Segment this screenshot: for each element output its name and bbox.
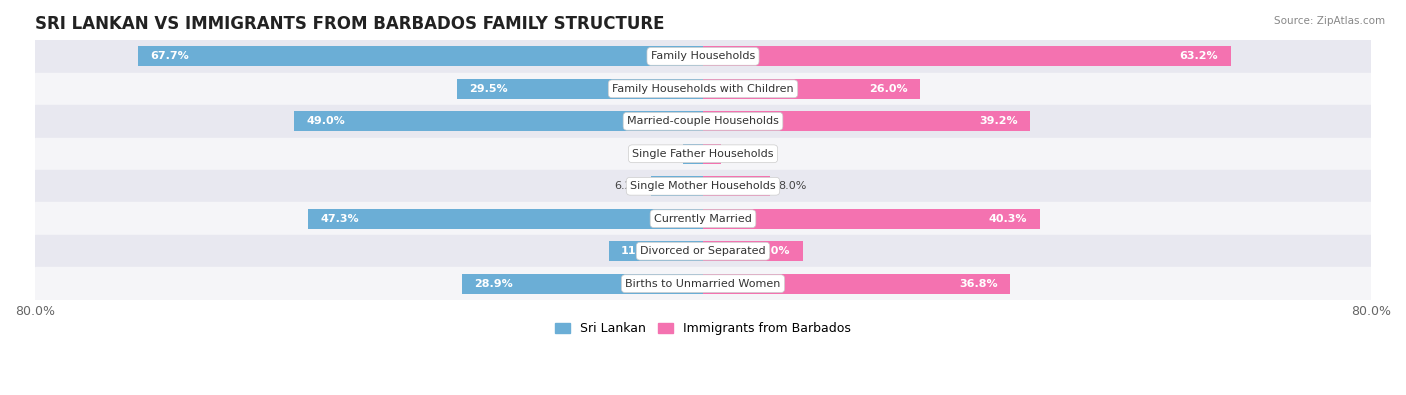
Text: 2.2%: 2.2% [730, 149, 758, 159]
Bar [461, 274, 703, 294]
Text: 36.8%: 36.8% [959, 278, 998, 289]
Text: Births to Unmarried Women: Births to Unmarried Women [626, 278, 780, 289]
Legend: Sri Lankan, Immigrants from Barbados: Sri Lankan, Immigrants from Barbados [550, 318, 856, 340]
Text: 49.0%: 49.0% [307, 116, 344, 126]
Bar [703, 111, 1031, 132]
Text: 67.7%: 67.7% [150, 51, 188, 61]
Text: 29.5%: 29.5% [470, 84, 508, 94]
Text: 40.3%: 40.3% [988, 214, 1026, 224]
Bar [703, 144, 721, 164]
Text: 28.9%: 28.9% [474, 278, 513, 289]
Bar [651, 176, 703, 196]
Text: Single Father Households: Single Father Households [633, 149, 773, 159]
Text: 47.3%: 47.3% [321, 214, 359, 224]
Text: Divorced or Separated: Divorced or Separated [640, 246, 766, 256]
Bar [703, 274, 1011, 294]
Bar [609, 241, 703, 261]
Text: Married-couple Households: Married-couple Households [627, 116, 779, 126]
Text: 8.0%: 8.0% [778, 181, 807, 191]
Text: SRI LANKAN VS IMMIGRANTS FROM BARBADOS FAMILY STRUCTURE: SRI LANKAN VS IMMIGRANTS FROM BARBADOS F… [35, 15, 665, 33]
Bar [35, 235, 1371, 267]
Bar [138, 46, 703, 66]
Text: Family Households: Family Households [651, 51, 755, 61]
Bar [703, 209, 1039, 229]
Bar [35, 203, 1371, 235]
Bar [703, 176, 770, 196]
Bar [35, 105, 1371, 137]
Bar [703, 79, 920, 99]
Text: 11.3%: 11.3% [621, 246, 659, 256]
Bar [35, 267, 1371, 300]
Text: 63.2%: 63.2% [1180, 51, 1218, 61]
Bar [308, 209, 703, 229]
Bar [457, 79, 703, 99]
Text: 2.4%: 2.4% [647, 149, 675, 159]
Text: 26.0%: 26.0% [869, 84, 908, 94]
Bar [294, 111, 703, 132]
Bar [703, 46, 1230, 66]
Bar [683, 144, 703, 164]
Text: Source: ZipAtlas.com: Source: ZipAtlas.com [1274, 16, 1385, 26]
Bar [35, 170, 1371, 203]
Text: Single Mother Households: Single Mother Households [630, 181, 776, 191]
Text: 39.2%: 39.2% [979, 116, 1018, 126]
Text: 6.2%: 6.2% [614, 181, 643, 191]
Bar [35, 40, 1371, 73]
Text: Currently Married: Currently Married [654, 214, 752, 224]
Bar [35, 137, 1371, 170]
Text: 12.0%: 12.0% [752, 246, 790, 256]
Bar [35, 73, 1371, 105]
Bar [703, 241, 803, 261]
Text: Family Households with Children: Family Households with Children [612, 84, 794, 94]
